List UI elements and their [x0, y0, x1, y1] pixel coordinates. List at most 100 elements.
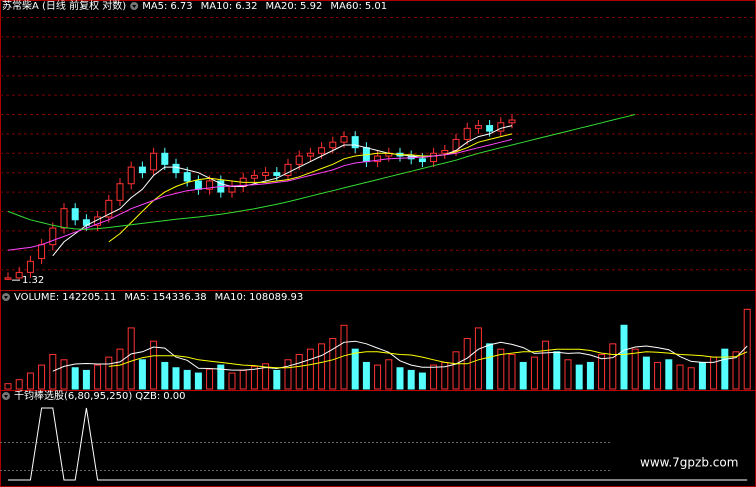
header-text: QZB: — [135, 391, 160, 402]
volume-bar — [284, 359, 292, 390]
volume-bar — [262, 363, 270, 390]
volume-bar — [609, 343, 617, 390]
header-text: 108089.93 — [249, 292, 303, 303]
candle-body — [71, 208, 79, 221]
header-text: 6.32 — [235, 1, 257, 12]
volume-bar — [228, 372, 236, 390]
header-text: 苏常柴A (日线 前复权 对数) — [2, 0, 126, 12]
panel-icon-arrow — [132, 5, 137, 8]
candle-body — [105, 199, 113, 218]
indicator-line — [7, 138, 513, 251]
header-text: MA60: — [330, 1, 362, 12]
volume-bar — [362, 361, 370, 390]
volume-bar — [172, 367, 180, 390]
candle-body — [340, 136, 348, 143]
header-text: MA10: — [215, 292, 247, 303]
volume-bar — [631, 348, 639, 390]
candle-body — [116, 183, 124, 201]
volume-bar — [127, 327, 135, 390]
volume-bar — [665, 359, 673, 390]
volume-bar — [407, 369, 415, 390]
volume-bar — [329, 338, 337, 390]
volume-bar — [721, 348, 729, 390]
indicator-line — [8, 407, 748, 481]
candle-body — [351, 136, 359, 149]
volume-bar — [687, 367, 695, 390]
volume-bar — [318, 343, 326, 390]
candle-body — [497, 122, 505, 132]
volume-bar — [26, 372, 34, 390]
candle-body — [262, 172, 270, 176]
volume-bar — [642, 356, 650, 390]
header-text: 0.00 — [163, 391, 185, 402]
candle-body — [250, 174, 258, 179]
candle-body — [194, 180, 202, 190]
volume-bar — [15, 379, 23, 390]
candle-body — [4, 277, 12, 280]
volume-bar — [250, 365, 258, 390]
candle-body — [183, 172, 191, 182]
volume-bar — [82, 369, 90, 390]
candle-body — [127, 166, 135, 185]
volume-bar — [71, 367, 79, 390]
candle-body — [38, 244, 46, 260]
header-text: 5.92 — [300, 1, 322, 12]
volume-bar — [340, 324, 348, 390]
volume-bar — [553, 351, 561, 390]
candle-body — [318, 147, 326, 154]
volume-bar — [49, 353, 57, 390]
candle-body — [418, 158, 426, 163]
volume-bar — [654, 361, 662, 390]
volume-bar — [452, 351, 460, 390]
volume-bar — [38, 364, 46, 390]
volume-bar — [575, 364, 583, 390]
candle-body — [172, 163, 180, 174]
candle-body — [273, 172, 281, 176]
volume-bar — [94, 364, 102, 390]
volume-bar — [183, 369, 191, 390]
volume-bar — [150, 340, 158, 390]
candle-body — [161, 152, 169, 165]
volume-bar — [698, 361, 706, 390]
candle-body — [138, 166, 146, 174]
header-text: VOLUME: — [14, 292, 59, 303]
volume-bar — [60, 359, 68, 390]
volume-bar — [497, 348, 505, 390]
panel-icon-arrow — [4, 296, 8, 299]
candle-body — [374, 155, 382, 163]
volume-bar — [206, 368, 214, 390]
candle-body — [150, 152, 158, 171]
low-label: 1.32 — [22, 275, 44, 286]
panel-icon-arrow — [4, 395, 8, 398]
header-text: MA20: — [265, 1, 297, 12]
candle-body — [49, 227, 57, 246]
header-text: 154336.38 — [153, 292, 207, 303]
volume-bar — [194, 372, 202, 390]
volume-bar — [116, 348, 124, 390]
candle-body — [486, 125, 494, 132]
volume-bar — [161, 361, 169, 390]
volume-bar — [598, 353, 606, 390]
volume-bar — [273, 369, 281, 390]
volume-bar — [519, 361, 527, 390]
volume-bar — [620, 324, 628, 390]
header-text: 5.01 — [365, 1, 387, 12]
volume-bar — [508, 353, 516, 390]
candle-body — [228, 186, 236, 193]
candle-body — [15, 271, 23, 279]
volume-bar — [486, 343, 494, 390]
volume-bar — [396, 367, 404, 390]
candle-body — [206, 180, 214, 190]
header-text: MA5: — [124, 292, 149, 303]
volume-bar — [138, 359, 146, 390]
volume-bar — [564, 359, 572, 390]
volume-bar — [530, 356, 538, 390]
header-text: 6.73 — [170, 1, 192, 12]
volume-bar — [4, 383, 12, 390]
candle-body — [474, 125, 482, 129]
volume-bar — [105, 356, 113, 390]
volume-bar — [542, 340, 550, 390]
price-guides — [0, 17, 756, 271]
